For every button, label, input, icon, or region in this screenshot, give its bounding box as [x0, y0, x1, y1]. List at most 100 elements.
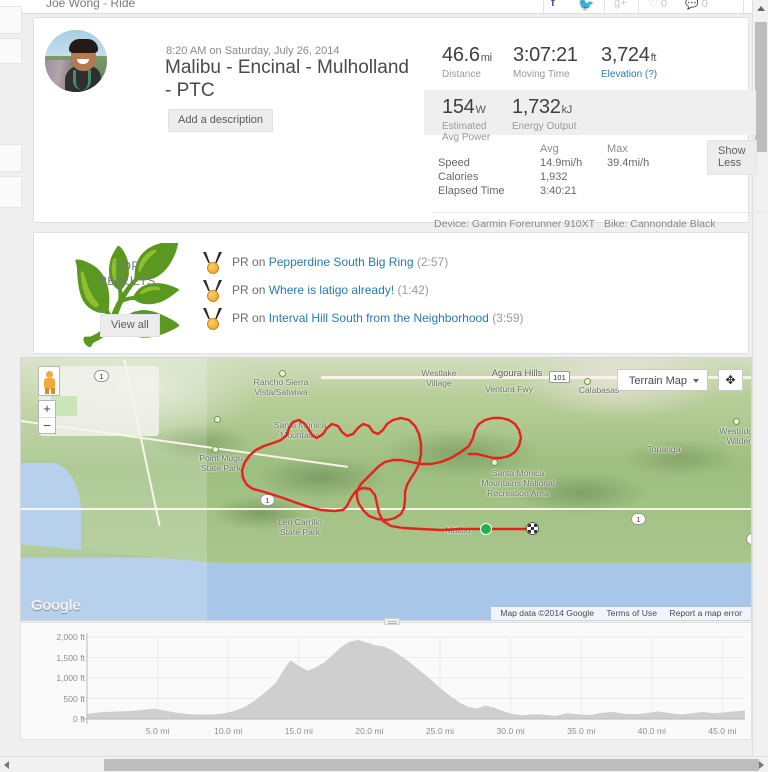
- fullscreen-button[interactable]: ✥: [718, 369, 743, 391]
- chart-y-tick-label: 1,500 ft: [56, 652, 85, 663]
- stat-moving-time: 3:07:21 Moving Time: [513, 44, 578, 80]
- scroll-left-arrow[interactable]: [4, 761, 9, 769]
- chart-plot-area: [82, 633, 745, 724]
- map-label: Calabasas: [578, 385, 620, 395]
- map-label: Malibu: [445, 525, 471, 535]
- google-plus-icon[interactable]: g+: [614, 0, 627, 9]
- zoom-in-button[interactable]: +: [43, 401, 51, 416]
- facebook-icon[interactable]: f: [551, 0, 555, 9]
- elevation-chart[interactable]: 2,000 ft 1,500 ft 1,000 ft 500 ft 0 ft 5.0 m…: [20, 618, 752, 741]
- stat-avg-power: 154W Estimated Avg Power: [442, 96, 491, 143]
- map-label: Topanga: [647, 444, 681, 454]
- stats-table: Avg Max Show Less Speed 14.9mi/h 39.4mi/…: [433, 140, 757, 199]
- vertical-scrollbar[interactable]: [752, 16, 768, 758]
- map-label: Ventura Fwy: [485, 384, 533, 394]
- map-label: Agoura Hills: [491, 367, 543, 378]
- terms-of-use-link[interactable]: Terms of Use: [606, 608, 657, 618]
- chart-x-tick-label: 5.0 mi: [145, 726, 170, 736]
- map-label: Leo Carrillo State Park: [278, 517, 322, 537]
- map-poi-dot: [491, 459, 498, 466]
- chart-x-tick-label: 45.0 mi: [708, 726, 737, 736]
- pr-medal-icon: [202, 252, 223, 274]
- top-results-card: 🌿 TOP RESULTS View all PR on Pepperdine S…: [33, 232, 749, 354]
- scroll-up-arrow[interactable]: [752, 0, 768, 16]
- route-finish-marker[interactable]: [526, 522, 539, 535]
- chart-x-tick-label: 35.0 mi: [567, 726, 596, 736]
- chart-x-tick-label: 15.0 mi: [284, 726, 313, 736]
- map-label: Westridge-CanWilderness: [719, 426, 752, 446]
- chart-resize-handle[interactable]: [384, 618, 400, 625]
- map-label: Santa Monica Mountains: [273, 420, 327, 440]
- zoom-out-button[interactable]: −: [43, 418, 51, 433]
- comment-count[interactable]: 💬 0: [685, 0, 708, 10]
- map-label: Rancho Sierra Vista/Satwiwa: [253, 377, 309, 397]
- activity-title[interactable]: Malibu - Encinal - Mulholland - PTC: [165, 57, 409, 101]
- avatar[interactable]: [45, 30, 107, 92]
- pr-medal-icon: [202, 280, 223, 302]
- map-route-shield: 1: [260, 494, 275, 506]
- horizontal-scrollbar[interactable]: [0, 756, 768, 772]
- map-zoom-controls[interactable]: + −: [38, 400, 56, 434]
- map-poi-dot: [212, 446, 219, 453]
- vertical-scrollbar-thumb[interactable]: [755, 22, 767, 152]
- chart-y-axis: 2,000 ft 1,500 ft 1,000 ft 500 ft 0 ft: [33, 623, 85, 741]
- map-copyright: Map data ©2014 Google: [500, 608, 594, 618]
- scroll-right-arrow[interactable]: [759, 761, 764, 769]
- map-poi-dot: [733, 418, 740, 425]
- chart-x-tick-label: 40.0 mi: [637, 726, 666, 736]
- route-map[interactable]: Rancho Sierra Vista/Satwiwa Santa Monica Mo…: [20, 357, 752, 621]
- secondary-stats: 154W Estimated Avg Power 1,732kJ Energy …: [424, 90, 756, 143]
- kudos-count[interactable]: ♡ 0: [648, 0, 668, 10]
- table-row: Speed 14.9mi/h 39.4mi/h: [438, 157, 650, 169]
- map-route-shield: 1: [746, 533, 751, 545]
- horizontal-scrollbar-thumb[interactable]: [104, 759, 759, 771]
- chart-y-tick-label: 2,000 ft: [56, 632, 85, 642]
- map-label: Westlake Village: [421, 368, 457, 388]
- google-watermark: Google: [31, 597, 81, 614]
- map-type-selector[interactable]: Terrain Map: [616, 369, 708, 391]
- pr-medal-icon: [202, 308, 223, 330]
- chart-y-tick-label: 1,000 ft: [56, 673, 85, 683]
- stat-distance: 46.6mi Distance: [442, 44, 492, 80]
- page-title-truncated: Joe Wong - Ride: [46, 0, 136, 10]
- add-description-button[interactable]: Add a description: [168, 109, 273, 132]
- activity-summary-card: 8:20 AM on Saturday, July 26, 2014 Malib…: [33, 17, 768, 242]
- chart-y-tick-label: 0 ft: [73, 714, 85, 724]
- activity-datetime: 8:20 AM on Saturday, July 26, 2014: [166, 45, 340, 57]
- browser-top-bar: Joe Wong - Ride f 🐦 g+ ♡ 0 💬 0: [0, 0, 768, 14]
- elevation-help-link[interactable]: Elevation (?): [601, 69, 658, 80]
- chart-x-tick-label: 30.0 mi: [496, 726, 525, 736]
- table-header-row: Avg Max Show Less: [433, 140, 757, 175]
- chevron-down-icon: [693, 379, 699, 383]
- device-info: Device: Garmin Forerunner 910XT: [434, 218, 596, 230]
- show-less-button[interactable]: Show Less: [707, 140, 757, 175]
- chart-x-tick-label: 10.0 mi: [214, 726, 243, 736]
- segment-link[interactable]: Where is latigo already!: [268, 283, 395, 297]
- report-map-error-link[interactable]: Report a map error: [669, 608, 742, 618]
- chart-x-tick-label: 25.0 mi: [425, 726, 455, 736]
- table-row: Calories 1,932: [438, 171, 568, 183]
- map-label: Point Mugu State Park: [199, 453, 243, 473]
- twitter-icon[interactable]: 🐦: [578, 0, 595, 12]
- map-route-shield: 101: [549, 371, 570, 383]
- segment-link[interactable]: Pepperdine South Big Ring: [268, 255, 414, 269]
- map-route-shield: 1: [631, 513, 646, 525]
- map-poi-dot: [279, 370, 286, 377]
- table-row: Elapsed Time 3:40:21: [438, 185, 577, 197]
- primary-stats: 46.6mi Distance 3:07:21 Moving Time 3,72…: [431, 38, 749, 88]
- segment-link[interactable]: Interval Hill South from the Neighborhoo…: [268, 311, 489, 325]
- stat-energy-output: 1,732kJ Energy Output: [512, 96, 577, 132]
- map-route-shield: 1: [94, 370, 109, 382]
- map-poi-dot: [214, 416, 221, 423]
- map-label: Santa Monica Mountains National Recreation…: [481, 468, 555, 498]
- chart-y-tick-label: 500 ft: [63, 693, 85, 704]
- route-start-marker[interactable]: [480, 523, 492, 535]
- street-view-pegman-icon[interactable]: [38, 366, 60, 396]
- map-park-area: [51, 396, 77, 416]
- chart-x-tick-label: 20.0 mi: [355, 726, 384, 736]
- map-road: [21, 508, 751, 510]
- divider: [433, 212, 768, 213]
- stat-elevation: 3,724ft Elevation (?): [601, 44, 658, 80]
- view-all-button[interactable]: View all: [100, 314, 160, 337]
